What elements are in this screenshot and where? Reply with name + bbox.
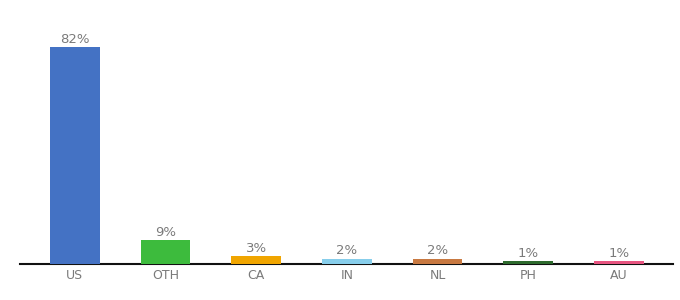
Bar bbox=[322, 259, 372, 264]
Bar bbox=[594, 261, 644, 264]
Text: 9%: 9% bbox=[155, 226, 176, 239]
Bar bbox=[141, 240, 190, 264]
Text: 82%: 82% bbox=[60, 33, 90, 46]
Text: 1%: 1% bbox=[517, 247, 539, 260]
Bar bbox=[231, 256, 281, 264]
Text: 2%: 2% bbox=[336, 244, 358, 257]
Bar bbox=[503, 261, 553, 264]
Text: 3%: 3% bbox=[245, 242, 267, 255]
Text: 2%: 2% bbox=[427, 244, 448, 257]
Bar bbox=[50, 47, 100, 264]
Text: 1%: 1% bbox=[608, 247, 630, 260]
Bar bbox=[413, 259, 462, 264]
